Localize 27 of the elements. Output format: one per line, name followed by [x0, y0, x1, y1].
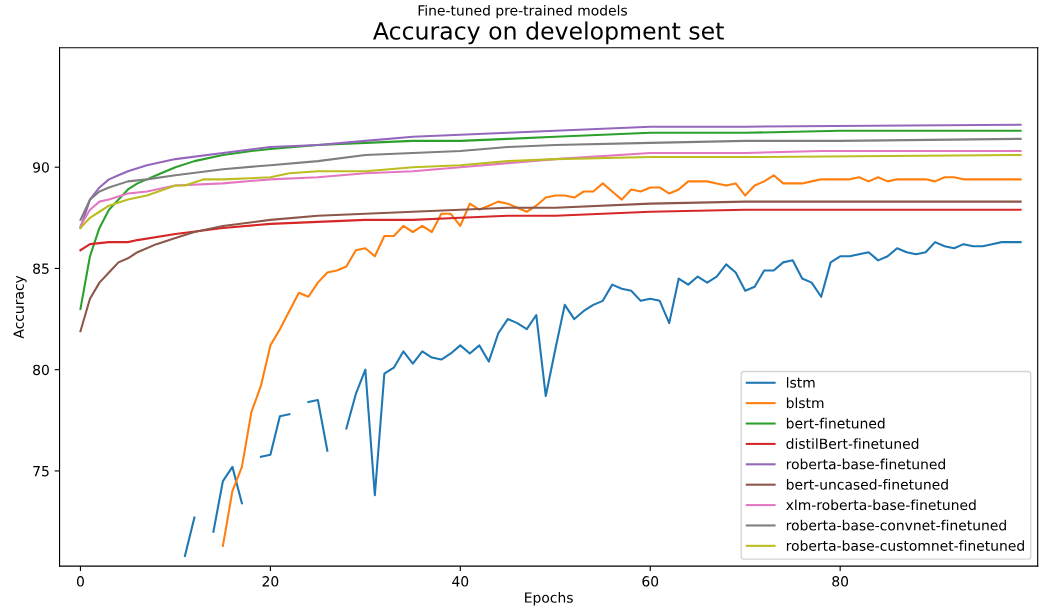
y-axis-title: Accuracy [13, 275, 27, 339]
y-tick-label: 80 [33, 364, 49, 376]
x-tick-label: 80 [832, 576, 849, 587]
legend-label: distilBert-finetuned [786, 438, 919, 449]
legend-label: roberta-base-finetuned [786, 458, 945, 470]
x-tick-label: 40 [452, 576, 469, 587]
line-series [79, 200, 1022, 333]
legend-label: blstm [786, 397, 824, 409]
legend-label: bert-uncased-finetuned [786, 479, 948, 490]
legend-label: roberta-base-convnet-finetuned [786, 519, 1006, 531]
line-series [79, 208, 1022, 252]
x-tick-label: 20 [262, 576, 279, 587]
legend-label: lstm [786, 377, 815, 388]
legend-label: bert-finetuned [786, 417, 885, 429]
line-series [79, 137, 1022, 221]
y-tick-label: 90 [33, 162, 49, 173]
chart-subtitle: Fine-tuned pre-trained models [418, 4, 628, 19]
legend-label: roberta-base-customnet-finetuned [786, 540, 1024, 551]
legend-label: xlm-roberta-base-finetuned [786, 499, 976, 511]
line-series [79, 129, 1022, 310]
x-axis-title: Epochs [525, 592, 573, 606]
y-tick-label: 85 [33, 263, 49, 274]
chart-title: Accuracy on development set [373, 21, 724, 45]
y-tick-label: 75 [33, 466, 49, 477]
x-tick-label: 60 [642, 576, 659, 587]
x-tick-label: 0 [76, 576, 84, 587]
line-series [79, 123, 1022, 229]
